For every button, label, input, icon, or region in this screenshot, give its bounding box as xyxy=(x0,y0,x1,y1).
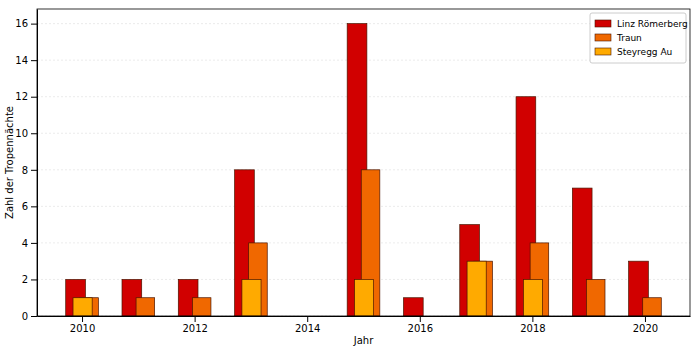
legend-item: Linz Römerberg xyxy=(595,19,688,29)
y-tick-label: 2 xyxy=(22,274,28,285)
y-tick-label: 10 xyxy=(15,128,28,139)
x-tick-label: 2010 xyxy=(70,323,95,334)
x-axis: 2010 2012 2014 2016 2018 2020 xyxy=(38,316,691,334)
y-tick: 0 xyxy=(22,311,37,322)
y-tick-mark xyxy=(31,316,37,317)
y-tick-label: 4 xyxy=(22,238,28,249)
series-bars xyxy=(73,261,542,316)
y-axis-title: Zahl der Tropennächte xyxy=(4,106,15,219)
x-tick-mark xyxy=(195,316,196,322)
y-tick-mark xyxy=(31,243,37,244)
x-tick: 2016 xyxy=(408,316,433,334)
plot-frame xyxy=(37,9,690,316)
y-tick-mark xyxy=(31,279,37,280)
legend-item: Traun xyxy=(595,33,642,43)
x-tick-mark xyxy=(420,316,421,322)
x-tick-label: 2012 xyxy=(182,323,207,334)
bar xyxy=(73,298,92,316)
bar xyxy=(467,261,486,316)
y-tick: 10 xyxy=(15,128,37,139)
y-tick-label: 8 xyxy=(22,165,28,176)
y-tick-mark xyxy=(31,97,37,98)
y-tick: 16 xyxy=(15,18,37,29)
y-tick-label: 14 xyxy=(15,55,28,66)
series-bars xyxy=(80,170,662,316)
legend-item: Steyregg Au xyxy=(595,47,672,57)
y-tick: 4 xyxy=(22,238,37,249)
y-tick-mark xyxy=(31,170,37,171)
legend-swatch xyxy=(595,20,611,27)
bar xyxy=(192,298,211,316)
y-tick-label: 12 xyxy=(15,91,28,102)
x-tick-mark xyxy=(82,316,83,322)
bars xyxy=(66,24,662,316)
y-tick-label: 16 xyxy=(15,18,28,29)
bar xyxy=(136,298,155,316)
legend-swatch xyxy=(595,34,611,41)
series-bars xyxy=(66,24,649,316)
bar xyxy=(523,279,542,316)
x-tick-mark xyxy=(532,316,533,322)
grid xyxy=(37,24,690,316)
x-tick-label: 2016 xyxy=(408,323,433,334)
bar xyxy=(403,298,423,316)
y-axis: 0 2 4 6 8 10 12 14 16 xyxy=(15,10,37,322)
x-tick: 2012 xyxy=(182,316,207,334)
x-tick-label: 2020 xyxy=(633,323,658,334)
legend-label: Traun xyxy=(616,33,642,43)
legend-swatch xyxy=(595,48,611,55)
y-tick: 6 xyxy=(22,201,37,212)
y-tick: 8 xyxy=(22,165,37,176)
y-tick: 2 xyxy=(22,274,37,285)
bar xyxy=(586,279,605,316)
x-tick-mark xyxy=(645,316,646,322)
y-tick: 14 xyxy=(15,55,37,66)
x-tick: 2020 xyxy=(633,316,658,334)
y-tick-mark xyxy=(31,24,37,25)
x-tick: 2018 xyxy=(520,316,545,334)
chart: 2010 2012 2014 2016 2018 2020 0 2 4 6 8 10 12 14 16 Jah… xyxy=(0,0,700,350)
x-tick-label: 2014 xyxy=(295,323,320,334)
bar xyxy=(354,279,373,316)
x-tick-label: 2018 xyxy=(520,323,545,334)
y-tick: 12 xyxy=(15,91,37,102)
legend: Linz Römerberg Traun Steyregg Au xyxy=(590,13,688,63)
y-tick-mark xyxy=(31,133,37,134)
legend-label: Linz Römerberg xyxy=(617,19,688,29)
bar xyxy=(643,298,662,316)
x-axis-title: Jahr xyxy=(353,335,374,346)
y-tick-mark xyxy=(31,60,37,61)
x-tick: 2014 xyxy=(295,316,320,334)
bar xyxy=(242,279,261,316)
x-tick-mark xyxy=(307,316,308,322)
x-tick: 2010 xyxy=(70,316,95,334)
legend-label: Steyregg Au xyxy=(617,47,672,57)
y-tick-label: 0 xyxy=(22,311,28,322)
y-tick-mark xyxy=(31,206,37,207)
y-tick-label: 6 xyxy=(22,201,28,212)
